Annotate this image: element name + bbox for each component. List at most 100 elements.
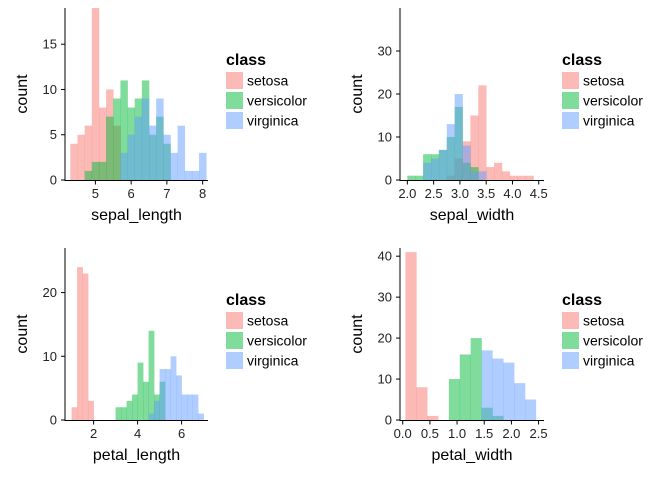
bar-setosa-3 — [88, 400, 94, 420]
x-axis-title: petal_width — [432, 447, 513, 464]
bar-versicolor-6 — [113, 98, 121, 180]
bar-virginica-19 — [176, 375, 182, 420]
y-tick-label: 10 — [378, 372, 392, 387]
x-tick-label: 2.0 — [502, 426, 520, 441]
bar-versicolor-4 — [98, 161, 107, 180]
legend: class setosa versicolor virginica — [562, 52, 643, 129]
legend-key-virginica — [226, 112, 243, 129]
bar-virginica-8 — [127, 134, 136, 180]
legend-key-versicolor — [562, 332, 579, 349]
x-tick-label: 1.0 — [448, 426, 466, 441]
bar-setosa-1 — [416, 387, 428, 420]
y-tick-label: 0 — [385, 413, 392, 428]
bar-virginica-8 — [492, 358, 504, 420]
x-tick-label: 2.5 — [530, 426, 548, 441]
legend-title: class — [562, 52, 602, 69]
bar-setosa-0 — [71, 407, 78, 420]
bar-virginica-7 — [462, 145, 471, 180]
legend: class setosa versicolor virginica — [226, 52, 307, 129]
bar-versicolor-1 — [415, 175, 424, 180]
bar-virginica-10 — [141, 98, 150, 180]
bar-virginica-14 — [148, 413, 155, 420]
bar-setosa-1 — [77, 267, 83, 420]
y-tick-label: 15 — [43, 37, 57, 52]
bar-setosa-3 — [91, 8, 100, 180]
bar-virginica-18 — [199, 152, 207, 180]
legend-key-setosa — [562, 72, 579, 89]
bar-virginica-7 — [120, 152, 128, 180]
bar-versicolor-13 — [143, 381, 149, 420]
y-tick-label: 30 — [378, 290, 392, 305]
legend-label-setosa: setosa — [583, 73, 624, 89]
legend-key-versicolor — [226, 92, 243, 109]
y-tick-label: 10 — [43, 82, 57, 97]
bar-virginica-9 — [478, 171, 487, 180]
panel-sepal_width: 2.0 2.5 3.0 3.5 4.0 4.5 0 10 20 30 sepal_width coun… — [349, 8, 643, 224]
legend-label-virginica: virginica — [583, 113, 635, 129]
bar-setosa-12 — [501, 171, 511, 180]
bar-versicolor-5 — [106, 116, 114, 180]
y-axis-title: count — [14, 74, 31, 114]
x-tick-label: 2.0 — [398, 186, 416, 201]
legend-key-versicolor — [562, 92, 579, 109]
bar-versicolor-4 — [448, 379, 461, 420]
legend-label-versicolor: versicolor — [247, 93, 307, 109]
x-tick-label: 6 — [128, 186, 135, 201]
bar-versicolor-9 — [121, 407, 127, 420]
legend-label-versicolor: versicolor — [583, 93, 643, 109]
bar-virginica-8 — [470, 171, 479, 180]
legend-key-virginica — [562, 112, 579, 129]
bar-virginica-20 — [181, 394, 188, 420]
bars-petal_length — [71, 267, 204, 420]
x-tick-label: 4 — [134, 426, 141, 441]
legend-label-setosa: setosa — [247, 73, 288, 89]
y-axis-title: count — [349, 314, 366, 354]
bar-virginica-9 — [134, 116, 143, 180]
legend-key-virginica — [226, 352, 243, 369]
bar-setosa-13 — [509, 175, 519, 180]
bar-setosa-10 — [486, 167, 495, 180]
legend-key-virginica — [562, 352, 579, 369]
bar-setosa-14 — [517, 175, 526, 180]
bar-versicolor-0 — [407, 175, 416, 180]
panel-petal_width: 0.0 0.5 1.0 1.5 2.0 2.5 0 10 20 30 40 petal_width co… — [349, 248, 643, 464]
bar-virginica-11 — [149, 125, 157, 180]
bar-versicolor-7 — [120, 80, 128, 180]
bar-virginica-15 — [154, 400, 160, 420]
bar-versicolor-3 — [91, 161, 100, 180]
legend-title: class — [562, 292, 602, 309]
bar-versicolor-6 — [470, 338, 482, 420]
legend-label-virginica: virginica — [583, 353, 635, 369]
bar-virginica-4 — [438, 149, 448, 180]
legend-key-setosa — [562, 312, 579, 329]
bars-petal_width — [405, 252, 537, 420]
x-tick-label: 8 — [199, 186, 206, 201]
bar-setosa-11 — [494, 162, 503, 180]
bar-virginica-16 — [159, 369, 166, 420]
bar-virginica-5 — [446, 124, 455, 180]
bar-virginica-17 — [165, 369, 171, 420]
x-tick-label: 3.0 — [451, 186, 469, 201]
x-tick-label: 3.5 — [477, 186, 495, 201]
x-axis-title: sepal_length — [91, 207, 182, 224]
bar-virginica-17 — [191, 170, 200, 180]
bar-versicolor-5 — [459, 354, 471, 420]
bars-sepal_width — [407, 85, 534, 180]
bar-setosa-15 — [525, 175, 534, 180]
bar-virginica-13 — [163, 134, 171, 180]
y-tick-label: 5 — [50, 127, 57, 142]
bars-sepal_length — [70, 8, 207, 180]
legend: class setosa versicolor virginica — [562, 292, 643, 369]
legend-label-virginica: virginica — [247, 353, 299, 369]
legend-key-setosa — [226, 312, 243, 329]
y-tick-label: 40 — [378, 249, 392, 264]
x-axis-title: petal_length — [93, 447, 180, 464]
x-tick-label: 2 — [90, 426, 97, 441]
bar-virginica-12 — [156, 98, 164, 180]
x-axis-title: sepal_width — [430, 207, 515, 224]
x-tick-label: 0.0 — [394, 426, 412, 441]
y-axis-title: count — [14, 314, 31, 354]
bar-virginica-10 — [514, 383, 526, 420]
bar-setosa-9 — [478, 85, 487, 180]
bar-virginica-15 — [177, 125, 186, 180]
